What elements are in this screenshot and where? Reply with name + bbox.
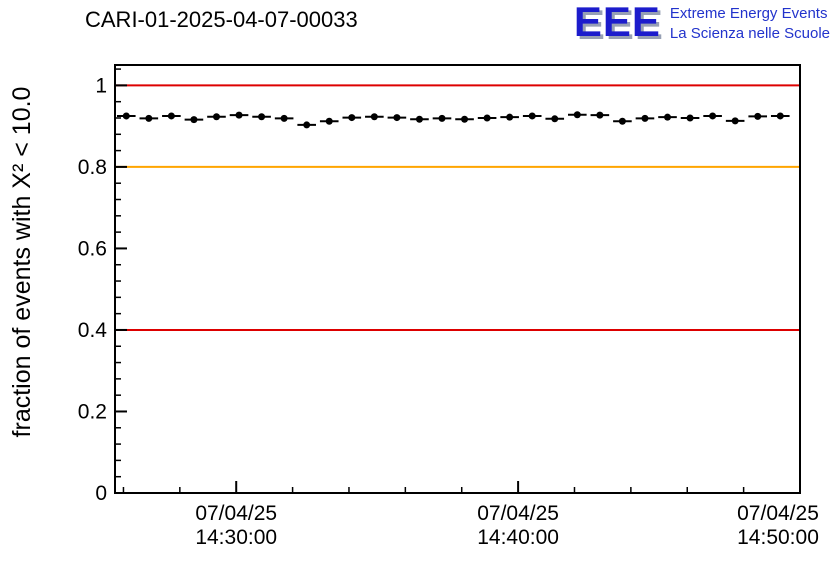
x-tick-label-date: 07/04/25 — [737, 502, 819, 525]
data-point — [122, 112, 130, 120]
eee-logo: EEE Extreme Energy Events La Scienza nel… — [573, 0, 830, 45]
data-point — [280, 114, 288, 122]
data-point — [461, 115, 469, 123]
data-point — [618, 117, 626, 125]
eee-logo-tagline: Extreme Energy Events La Scienza nelle S… — [670, 3, 830, 45]
plot-title: CARI-01-2025-04-07-00033 — [85, 7, 358, 32]
eee-logo-tagline-line1: Extreme Energy Events — [669, 5, 828, 22]
eee-logo-tagline-line2: La Scienza nelle Scuole — [669, 25, 830, 43]
y-tick-label: 1 — [95, 74, 107, 97]
data-point — [776, 112, 784, 120]
plot-frame — [114, 64, 801, 494]
data-point — [483, 114, 491, 122]
data-point — [325, 117, 333, 125]
data-point — [686, 114, 694, 122]
data-point — [709, 112, 717, 120]
data-point — [370, 113, 378, 121]
eee-logo-acronym: EEE — [573, 0, 661, 45]
data-point — [731, 117, 739, 125]
data-point — [573, 111, 581, 119]
y-tick-label: 0.4 — [78, 319, 108, 342]
data-point — [190, 116, 198, 124]
data-point — [212, 113, 220, 121]
data-point — [145, 114, 153, 122]
data-point — [551, 115, 559, 123]
data-point — [506, 113, 514, 121]
x-tick-label-time: 14:50:00 — [737, 526, 819, 549]
data-point — [641, 114, 649, 122]
y-tick-label: 0 — [95, 482, 107, 505]
data-point — [754, 112, 762, 120]
data-point — [303, 121, 311, 129]
data-point — [438, 114, 446, 122]
data-point — [393, 114, 401, 122]
x-tick-label-time: 14:30:00 — [195, 526, 277, 549]
data-point — [167, 112, 175, 120]
data-point — [528, 112, 536, 120]
data-point — [258, 113, 266, 121]
data-point — [664, 113, 672, 121]
data-point — [235, 111, 243, 119]
y-tick-label: 0.6 — [78, 237, 107, 260]
y-tick-label: 0.2 — [78, 400, 107, 423]
y-tick-label: 0.8 — [78, 156, 107, 179]
y-axis-title: fraction of events with X² < 10.0 — [8, 87, 36, 438]
data-point — [415, 115, 423, 123]
x-tick-label-date: 07/04/25 — [477, 502, 559, 525]
x-tick-label-date: 07/04/25 — [195, 502, 277, 525]
data-point — [596, 111, 604, 119]
x-tick-label-time: 14:40:00 — [477, 526, 559, 549]
data-point — [348, 114, 356, 122]
